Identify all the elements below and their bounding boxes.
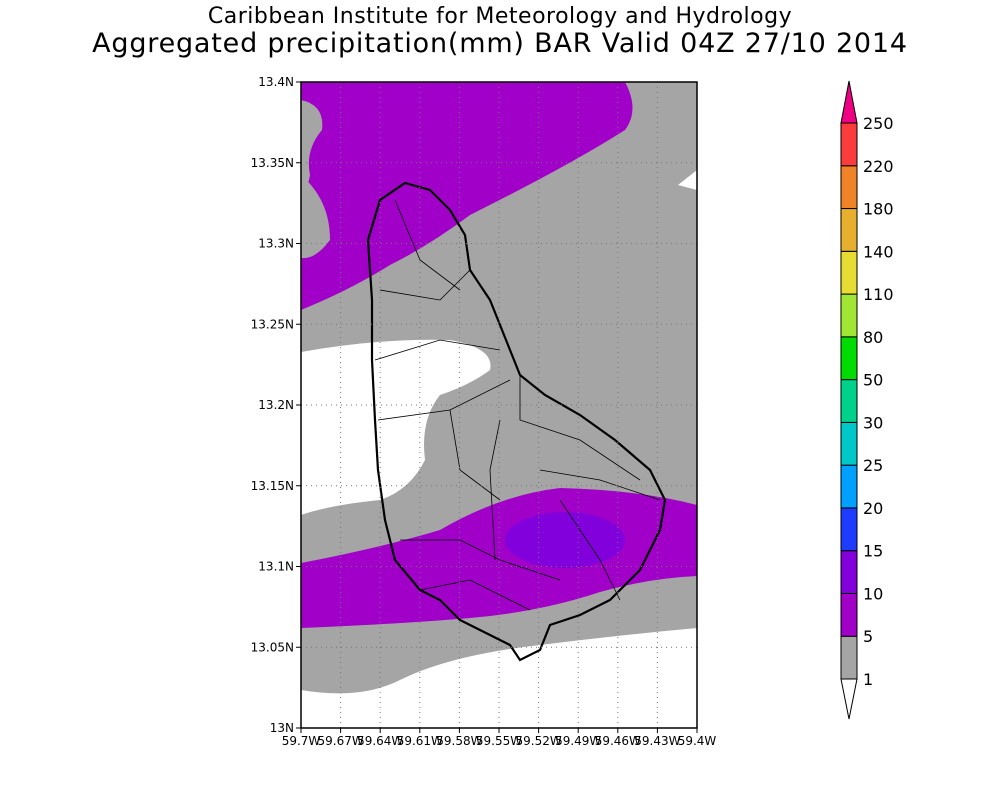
y-tick-label: 13.25N (251, 317, 294, 331)
colorbar-label: 110 (863, 285, 894, 304)
colorbar-segment (840, 165, 858, 210)
colorbar-segment (840, 379, 858, 423)
colorbar-segment (840, 336, 858, 381)
colorbar-under-arrow (840, 678, 858, 720)
colorbar-label: 180 (863, 200, 894, 219)
colorbar-segment (840, 635, 858, 680)
y-tick-label: 13.2N (258, 398, 294, 412)
colorbar-label: 5 (863, 627, 873, 646)
x-tick-label: 59.4W (678, 734, 717, 748)
colorbar-segment (840, 421, 858, 466)
x-tick-label: 59.67W (317, 734, 363, 748)
parish-boundaries (374, 199, 661, 611)
x-axis: 59.7W59.67W59.64W59.61W59.58W59.55W59.52… (282, 728, 717, 748)
barbados-coastline (366, 181, 667, 662)
colorbar-segment (840, 464, 858, 509)
field-white-northeast (678, 170, 697, 190)
colorbar-segment (840, 550, 858, 594)
colorbar-label: 80 (863, 328, 883, 347)
x-tick-label: 59.64W (357, 734, 403, 748)
x-tick-label: 59.58W (436, 734, 482, 748)
x-tick-label: 59.7W (282, 734, 321, 748)
y-tick-label: 13.05N (251, 640, 294, 654)
colorbar-over-arrow (840, 80, 858, 124)
x-tick-label: 59.43W (634, 734, 680, 748)
precip-field (301, 82, 697, 728)
field-gray-northwest (301, 100, 330, 259)
y-tick-label: 13.4N (258, 75, 294, 89)
colorbar-label: 140 (863, 242, 894, 261)
y-tick-label: 13N (270, 721, 294, 735)
y-tick-label: 13.3N (258, 237, 294, 251)
x-tick-label: 59.46W (595, 734, 641, 748)
colorbar-label: 10 (863, 584, 883, 603)
colorbar-label: 30 (863, 413, 883, 432)
colorbar-label: 220 (863, 157, 894, 176)
colorbar-segment (840, 507, 858, 552)
colorbar-label: 250 (863, 114, 894, 133)
colorbar-label: 50 (863, 371, 883, 390)
colorbar-segment (840, 250, 858, 295)
figure-title: Caribbean Institute for Meteorology and … (207, 4, 793, 29)
y-tick-label: 13.1N (258, 560, 294, 574)
field-violet-core (505, 512, 625, 568)
colorbar-label: 20 (863, 499, 883, 518)
x-tick-label: 59.55W (476, 734, 522, 748)
x-tick-label: 59.61W (397, 734, 443, 748)
x-tick-label: 59.52W (515, 734, 561, 748)
colorbar-label: 15 (863, 542, 883, 561)
colorbar-segment (840, 122, 858, 167)
field-purple-north (301, 82, 633, 310)
x-tick-label: 59.49W (555, 734, 601, 748)
figure-subtitle: Aggregated precipitation(mm) BAR Valid 0… (92, 28, 908, 59)
field-white-west (301, 339, 491, 515)
colorbar-segment (840, 208, 858, 252)
colorbar-segment (840, 592, 858, 637)
y-tick-label: 13.15N (251, 479, 294, 493)
y-tick-label: 13.35N (251, 156, 294, 170)
colorbar-label: 25 (863, 456, 883, 475)
gridlines (301, 82, 697, 728)
colorbar-segment (840, 293, 858, 338)
colorbar-label: 1 (863, 670, 873, 689)
y-axis: 13N 13.05N 13.1N 13.15N 13.2N 13.25N 13.3N 13.3… (251, 75, 301, 735)
